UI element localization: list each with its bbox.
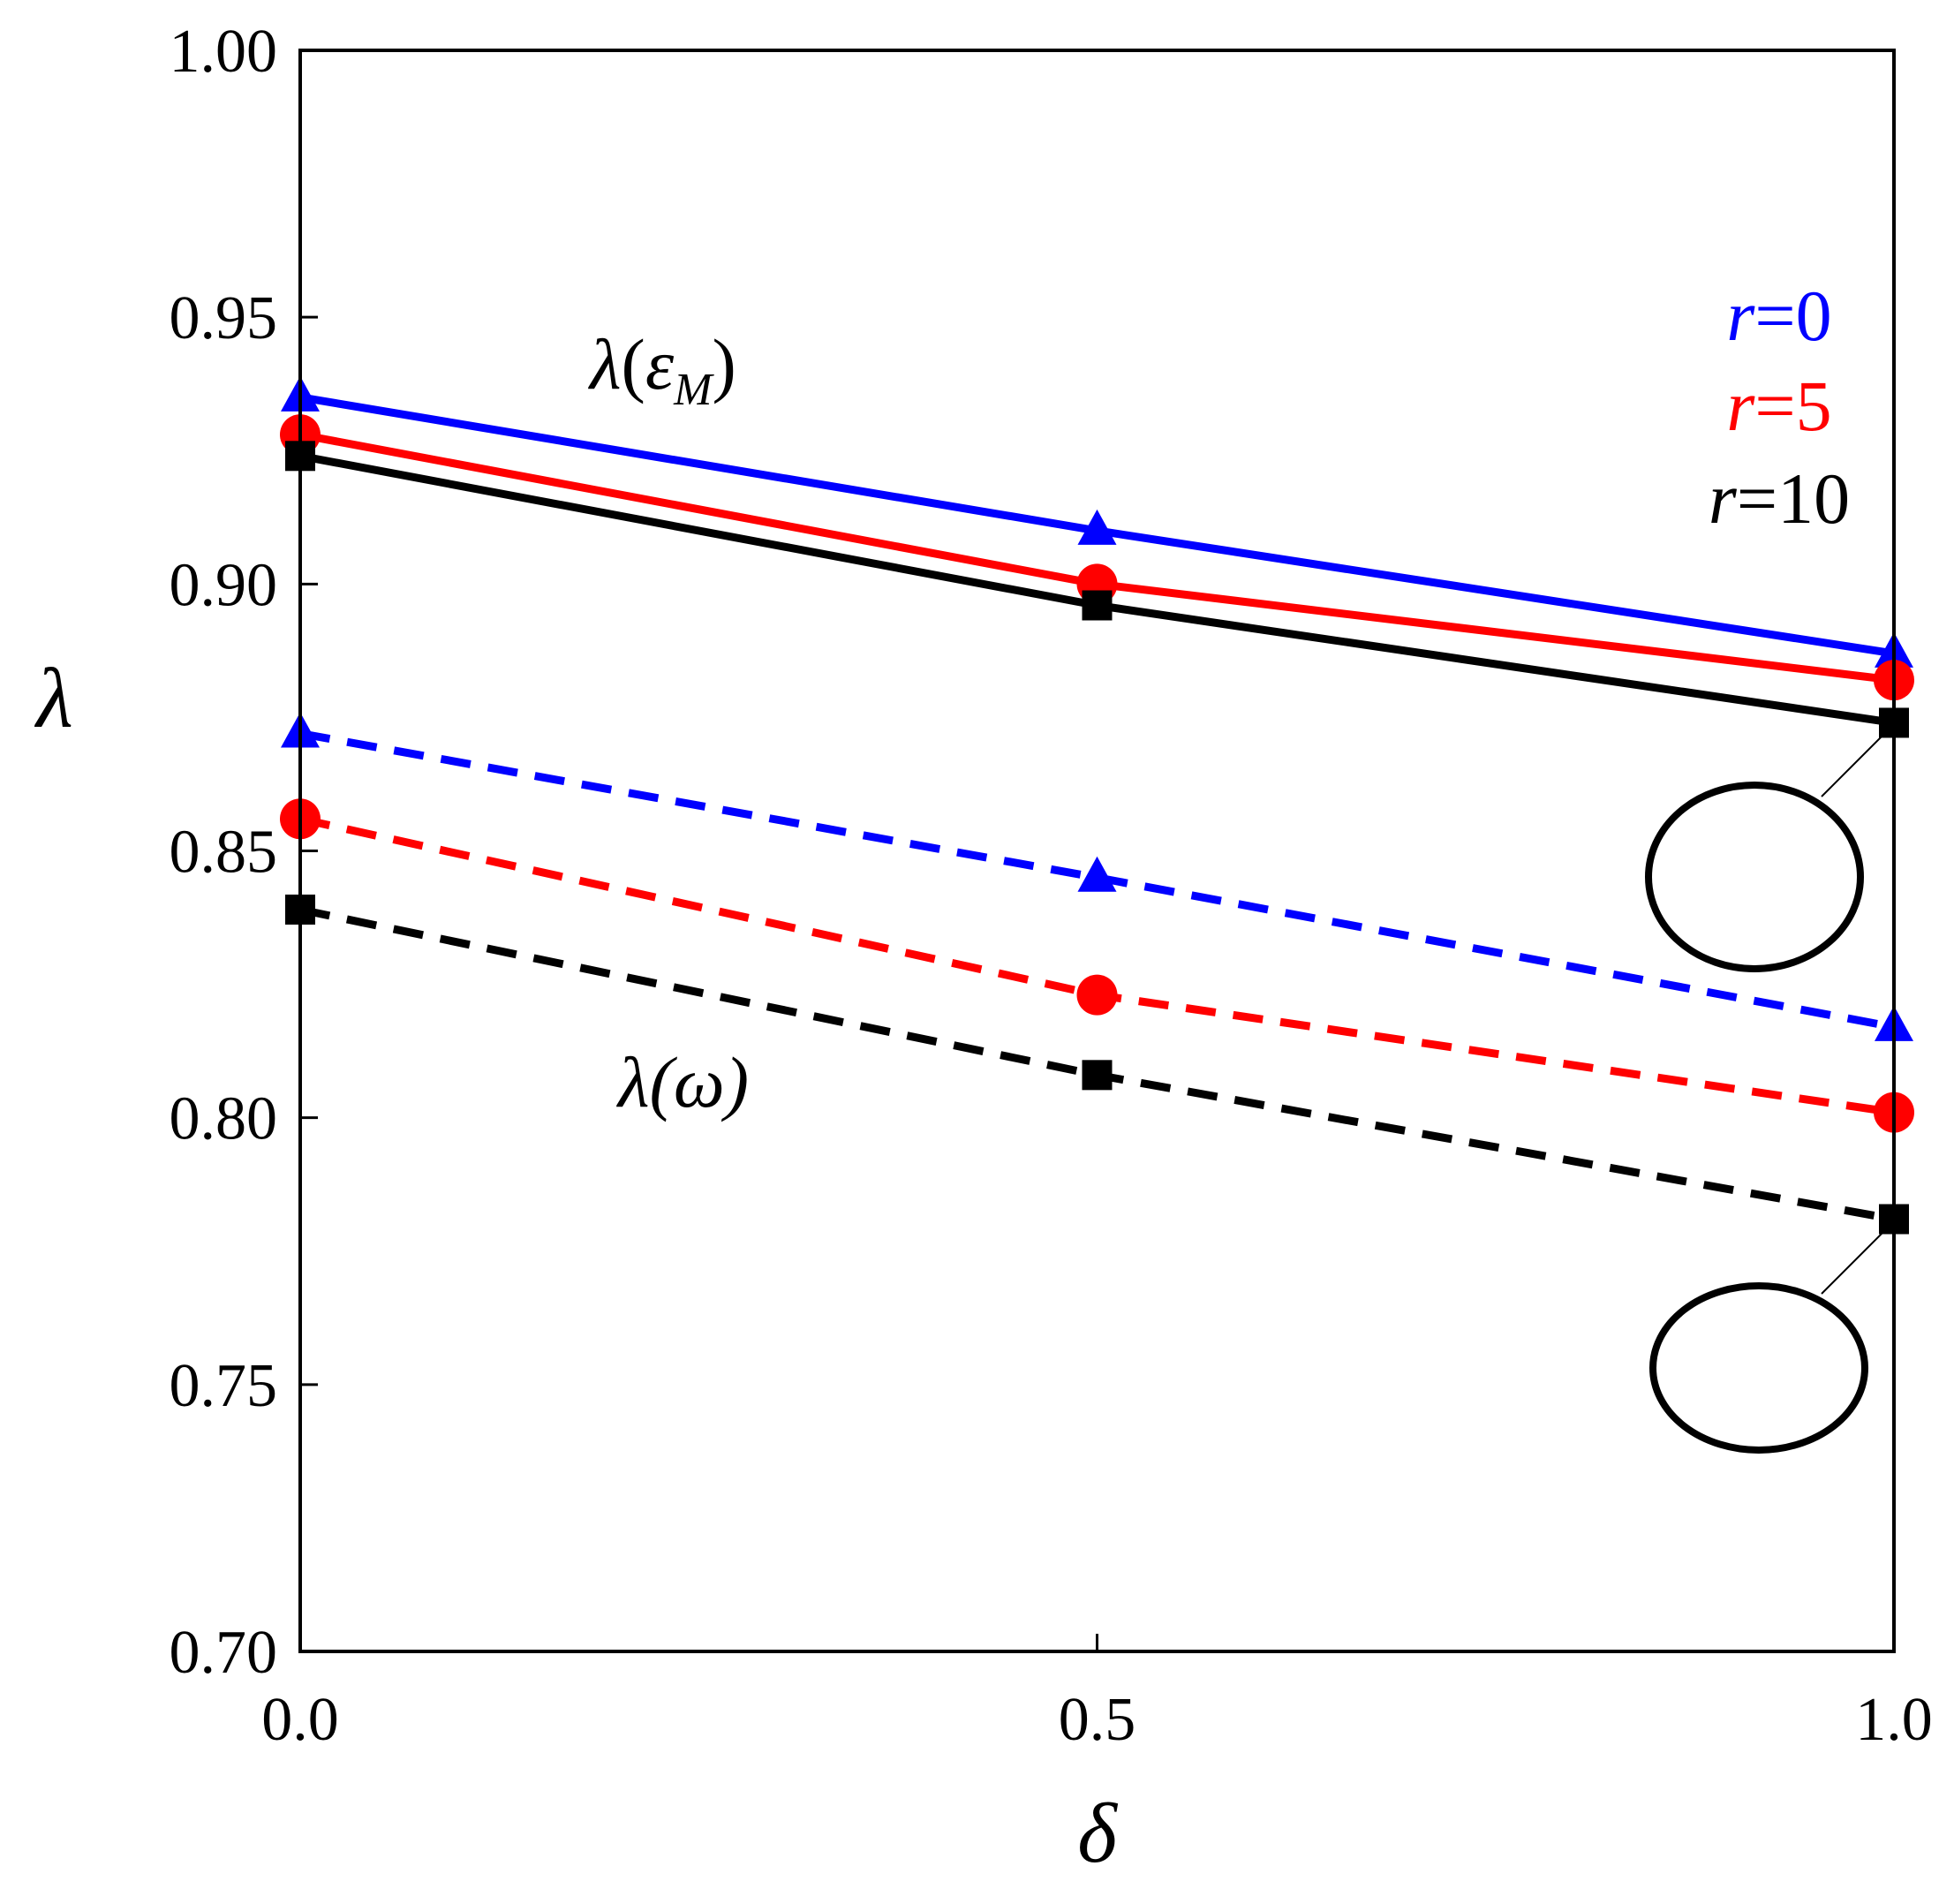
legend-var: r xyxy=(1726,276,1755,356)
marker-triangle-eps-r0 xyxy=(1077,509,1117,545)
y-tick-label: 0.95 xyxy=(170,284,278,352)
legend-entry-r0: r=0 xyxy=(1726,276,1831,356)
x-tick-label: 0.5 xyxy=(1059,1686,1136,1754)
annotation-subscript: M xyxy=(673,365,714,415)
legend-var: r xyxy=(1726,366,1755,446)
marker-square-omega-r10 xyxy=(1082,1060,1113,1091)
annotation-open-paren: ( xyxy=(622,324,645,404)
group-callouts xyxy=(1645,723,1895,1454)
y-tick-label: 1.00 xyxy=(170,18,278,86)
y-tick-label: 0.70 xyxy=(170,1619,278,1687)
y-tick-label: 0.85 xyxy=(170,819,278,887)
y-tick-label: 0.80 xyxy=(170,1085,278,1153)
legend-eq: = xyxy=(1754,366,1795,446)
series-line-eps-r5 xyxy=(299,430,1895,684)
callout-ellipse-dashed xyxy=(1649,1282,1868,1454)
legend-eq: = xyxy=(1737,458,1777,539)
callout-leader-solid xyxy=(1821,723,1895,797)
x-axis-title: δ xyxy=(1077,1786,1118,1880)
legend: r=0r=5r=10 xyxy=(1709,276,1850,539)
legend-value: 10 xyxy=(1777,458,1850,539)
callout-ellipse-solid xyxy=(1645,782,1864,972)
legend-value: 0 xyxy=(1796,276,1832,356)
annotation-epsilon: ε xyxy=(645,324,675,404)
tick-labels: 0.70 0.75 0.80 0.85 0.90 0.95 1.00 0.0 0.5 1.0 xyxy=(170,18,1933,1754)
y-axis-title: λ xyxy=(34,651,73,745)
y-tick-label: 0.75 xyxy=(170,1352,278,1420)
x-tick-label: 0.0 xyxy=(261,1686,339,1754)
series-line-omega-r0 xyxy=(299,729,1895,1031)
legend-entry-r5: r=5 xyxy=(1726,366,1831,446)
annotation-lambda-omega: λ(ω) xyxy=(616,1042,749,1122)
marker-triangle-omega-r0 xyxy=(1077,856,1117,892)
marker-circle-omega-r5 xyxy=(1076,974,1118,1016)
callout-leader-dashed xyxy=(1821,1220,1895,1295)
x-tick-label: 1.0 xyxy=(1855,1686,1933,1754)
legend-value: 5 xyxy=(1796,366,1832,446)
marker-square-eps-r10 xyxy=(1082,590,1113,621)
annotation-lambda-epsilon: λ(εM) xyxy=(588,324,736,415)
legend-var: r xyxy=(1709,458,1738,539)
annotation-lambda: λ xyxy=(588,324,622,404)
annotation-close-paren: ) xyxy=(712,324,736,404)
series-markers xyxy=(280,375,1914,1235)
legend-eq: = xyxy=(1754,276,1795,356)
legend-entry-r10: r=10 xyxy=(1709,458,1850,539)
y-tick-label: 0.90 xyxy=(170,551,278,619)
plot-frame xyxy=(298,49,1896,1653)
